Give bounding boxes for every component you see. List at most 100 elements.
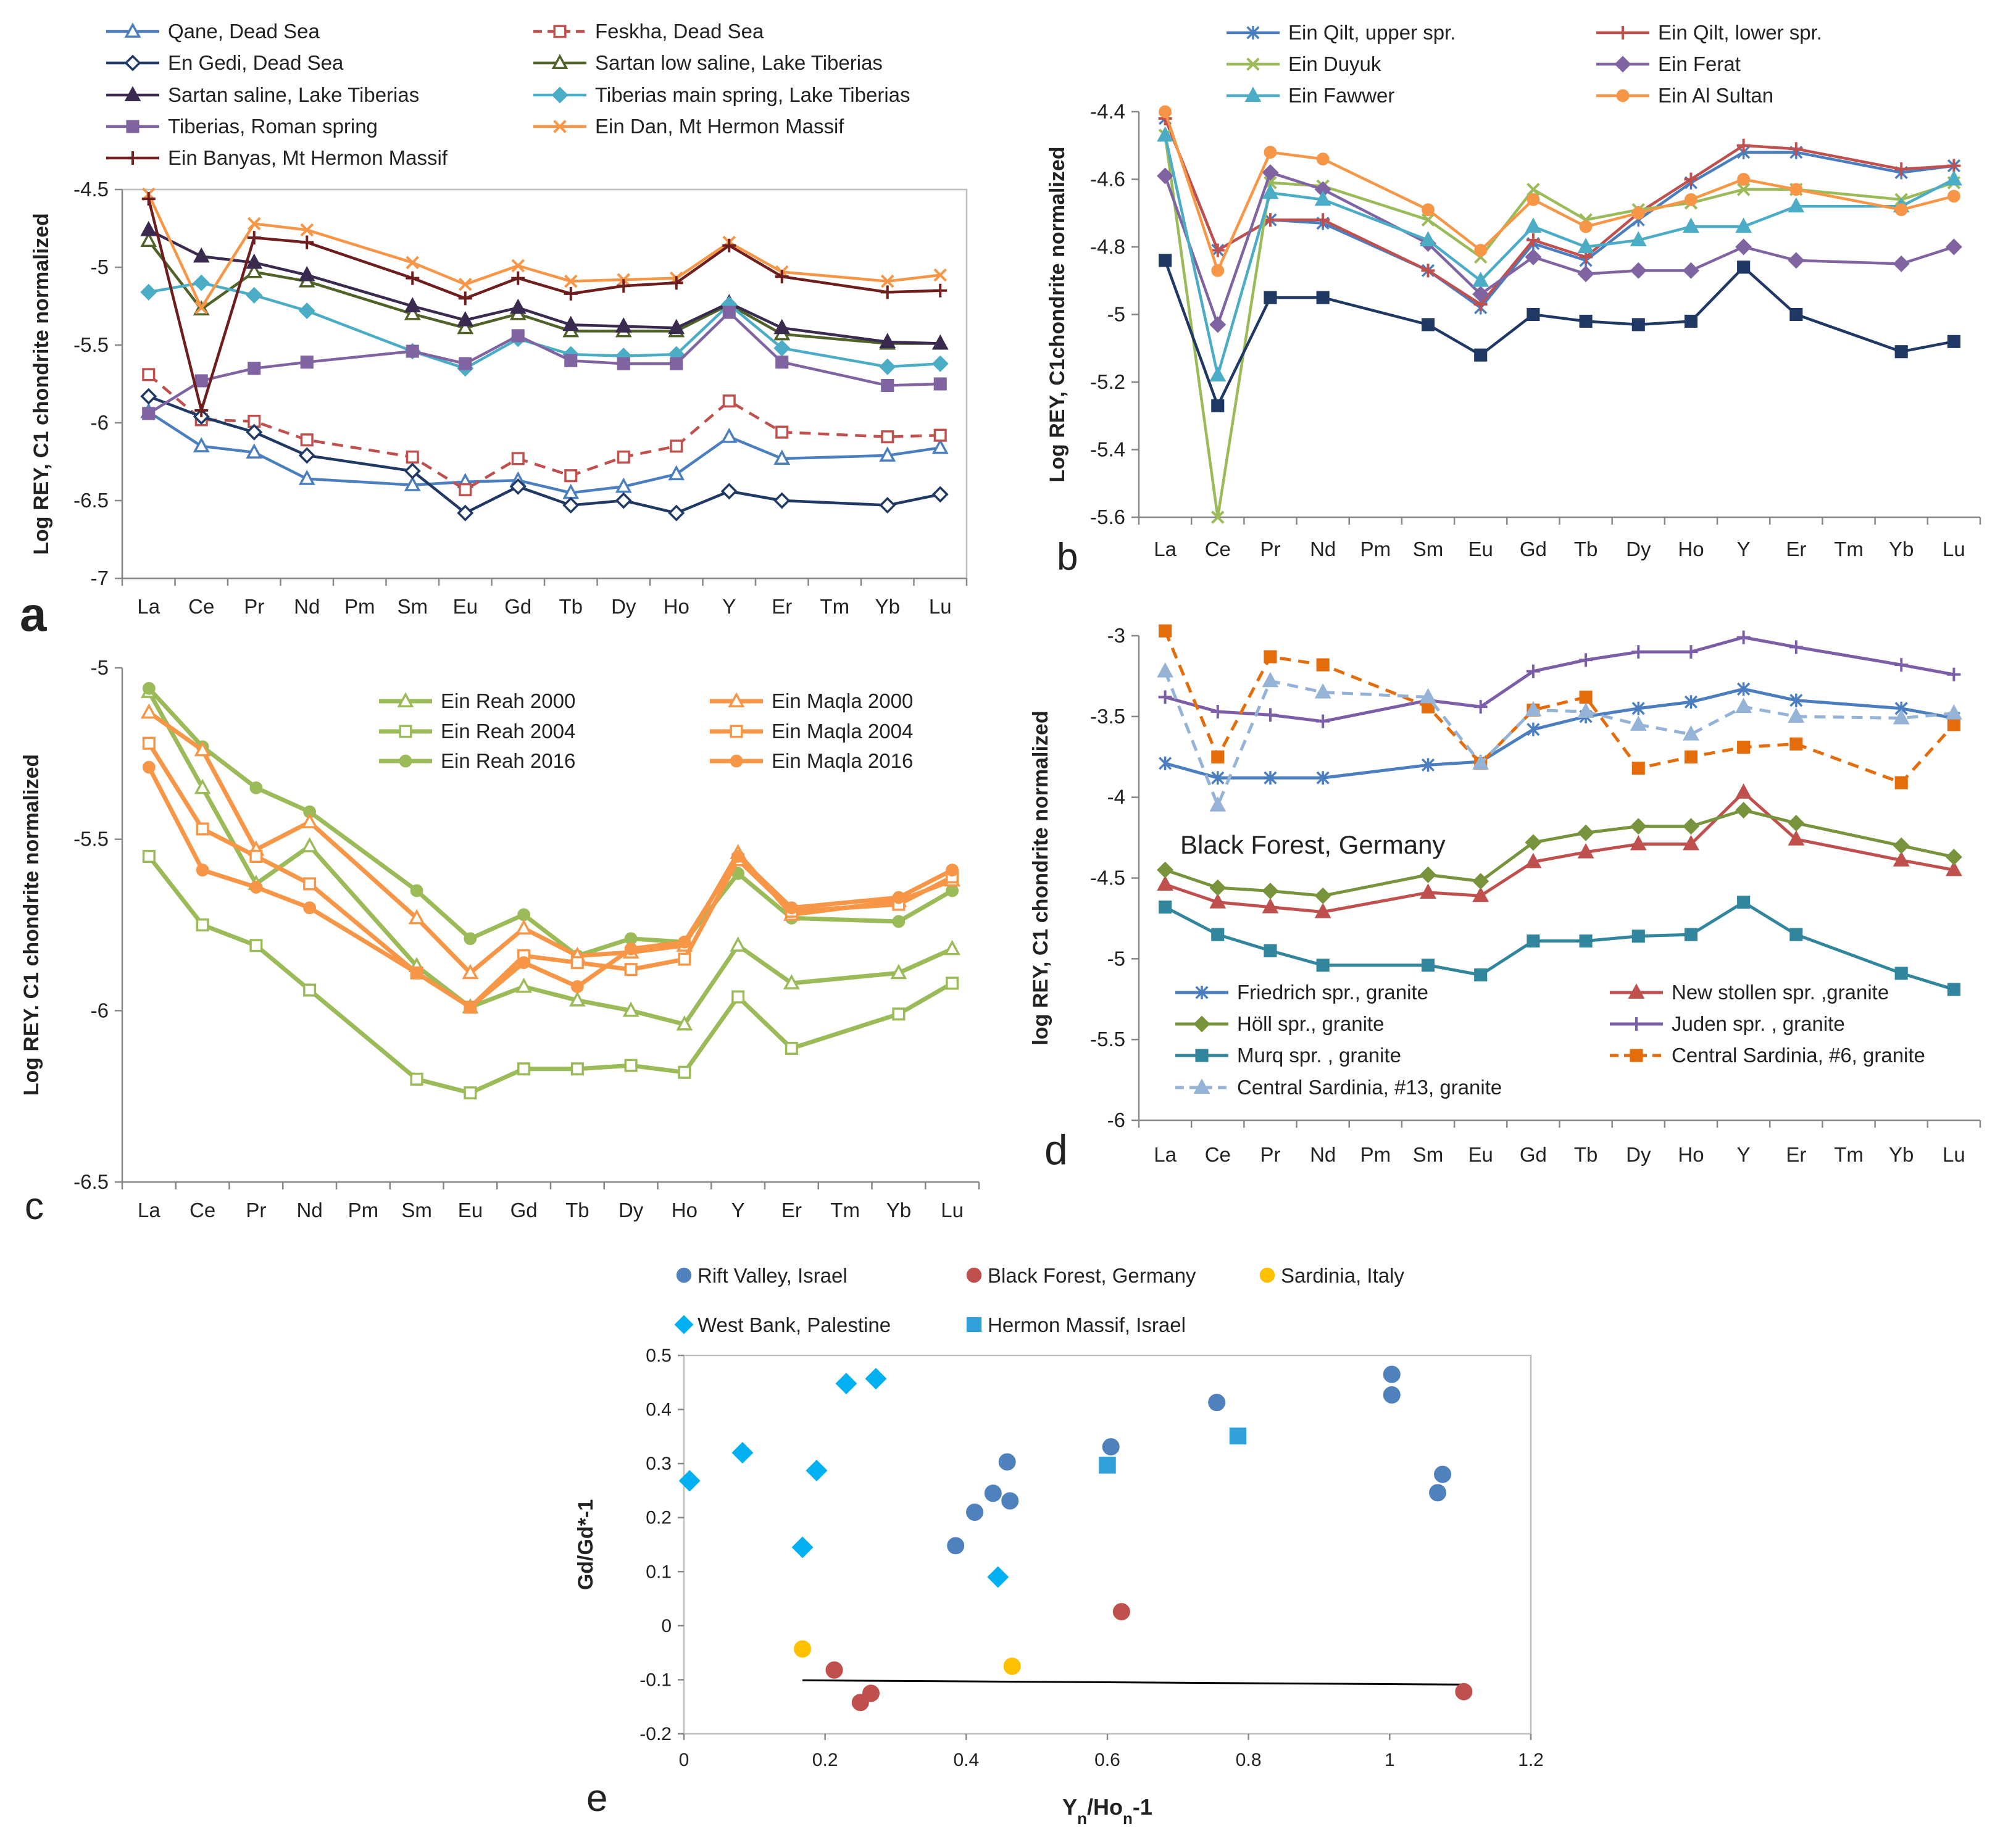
series-line <box>1164 135 1955 519</box>
data-point <box>142 407 156 420</box>
data-point <box>1579 690 1593 704</box>
data-point <box>731 990 745 1004</box>
data-point <box>459 483 472 496</box>
data-point <box>1947 983 1960 996</box>
series-line <box>148 310 941 415</box>
data-point <box>1577 702 1594 718</box>
data-point <box>1788 707 1805 723</box>
series-line <box>148 281 941 370</box>
series-ein-banyas-mt-hermon-massif <box>141 192 948 417</box>
legend-label: Ein Reah 2000 <box>441 689 575 712</box>
legend-entry: Ein Banyas, Mt Hermon Massif <box>106 146 448 169</box>
series-ein-fawwer <box>1157 126 1962 382</box>
legend-entry: Sardinia, Italy <box>1259 1264 1404 1287</box>
panel-d-x-tick-label: Y <box>1737 1143 1751 1166</box>
legend-entry: Feskha, Dead Sea <box>533 20 764 43</box>
panel-c-x-tick-label: Sm <box>401 1199 432 1222</box>
data-point <box>140 231 157 248</box>
panel-b-x-tick-label: Eu <box>1468 538 1493 560</box>
data-point <box>1525 834 1542 851</box>
panel-a-y-tick-label: -7 <box>91 567 109 589</box>
data-point <box>1579 220 1593 233</box>
data-point <box>193 437 210 452</box>
data-point <box>933 428 947 442</box>
data-point <box>1630 818 1647 835</box>
legend-entry: Qane, Dead Sea <box>106 20 320 43</box>
panel-letter-d: d <box>1044 1126 1068 1173</box>
panel-a-x-tick-label: Gd <box>504 595 531 618</box>
data-point <box>791 1536 814 1559</box>
data-point <box>300 235 314 249</box>
data-point <box>458 291 472 306</box>
panel-e-y-tick-label: -0.1 <box>639 1670 672 1690</box>
data-point <box>1631 701 1645 715</box>
data-point <box>668 465 685 481</box>
series-line <box>1164 111 1954 272</box>
series-west-bank-palestine <box>678 1368 1009 1588</box>
legend-label: Ein Maqla 2004 <box>772 720 913 743</box>
panel-c-x-tick-label: Tm <box>830 1199 860 1222</box>
legend-entry: Ein Duyuk <box>1227 52 1381 75</box>
legend-entry: Ein Ferat <box>1596 52 1741 75</box>
series-qane-dead-sea <box>140 402 949 499</box>
data-point <box>1211 510 1225 524</box>
data-point <box>931 486 949 503</box>
data-point <box>1429 1484 1447 1502</box>
data-point <box>1159 756 1172 770</box>
panel-a-x-tick-label: Dy <box>611 595 636 618</box>
data-point <box>196 822 209 836</box>
data-point <box>678 1470 701 1492</box>
legend-marker <box>1195 986 1209 999</box>
panel-c-x-tick-label: Dy <box>619 1199 644 1222</box>
data-point <box>1157 167 1174 185</box>
data-point <box>1788 197 1805 213</box>
panel-e-trendline <box>802 1679 1464 1686</box>
data-point <box>1526 233 1540 248</box>
data-point <box>624 963 638 976</box>
series-murq-spr-granite <box>1159 896 1960 996</box>
legend-label: Ein Al Sultan <box>1658 84 1773 107</box>
legend-label: Ein Duyuk <box>1288 52 1381 75</box>
series-central-sardinia-13-granite <box>1157 662 1962 812</box>
panel-d-x-tick-label: Tb <box>1574 1143 1598 1166</box>
data-point <box>1947 189 1960 203</box>
panel-a-x-tick-label: Er <box>772 595 792 618</box>
legend-label: West Bank, Palestine <box>698 1313 891 1336</box>
series-ein-reah-2004 <box>142 849 959 1100</box>
legend-marker <box>1195 1049 1209 1062</box>
panel-b: -5.6 -5.4 -5.2 -5 -4.8 -4.6 -4.4 La Ce Pr Nd Pm Sm Eu… <box>1046 21 1981 560</box>
data-point <box>722 394 736 408</box>
data-point <box>457 504 474 522</box>
series-line <box>1164 118 1954 306</box>
data-point <box>668 504 685 522</box>
data-point <box>1527 722 1540 736</box>
data-point <box>1314 902 1331 918</box>
panel-b-x-tick-label: Yb <box>1889 538 1914 560</box>
data-point <box>1003 1657 1021 1675</box>
panel-b-y-axis-label: Log REY, C1chondrite normalized <box>1046 146 1069 482</box>
panel-e-y-tick-label: 0.5 <box>646 1346 672 1366</box>
data-point <box>1211 399 1225 412</box>
data-point <box>404 462 421 480</box>
panel-e-y-tick-label: -0.2 <box>639 1724 672 1744</box>
data-point <box>1894 203 1908 217</box>
data-point <box>731 1442 754 1464</box>
legend-entry: Ein Qilt, lower spr. <box>1596 21 1822 44</box>
series-line <box>147 198 941 412</box>
data-point <box>1472 886 1489 902</box>
panel-d-y-tick-label: -4.5 <box>1090 867 1125 889</box>
data-point <box>1526 664 1540 678</box>
data-point <box>1684 172 1698 186</box>
legend-label: Ein Qilt, upper spr. <box>1288 21 1456 44</box>
series-line <box>1164 687 1954 780</box>
data-point <box>1208 1394 1226 1412</box>
data-point <box>1525 852 1542 868</box>
data-point <box>1112 1603 1130 1621</box>
data-point <box>509 298 527 314</box>
legend-entry: Ein Dan, Mt Hermon Massif <box>533 115 844 138</box>
panel-c-x-tick-label: La <box>138 1199 160 1222</box>
data-point <box>669 276 683 290</box>
panel-d-x-tick-label: Eu <box>1468 1143 1493 1166</box>
data-point <box>1472 873 1489 890</box>
